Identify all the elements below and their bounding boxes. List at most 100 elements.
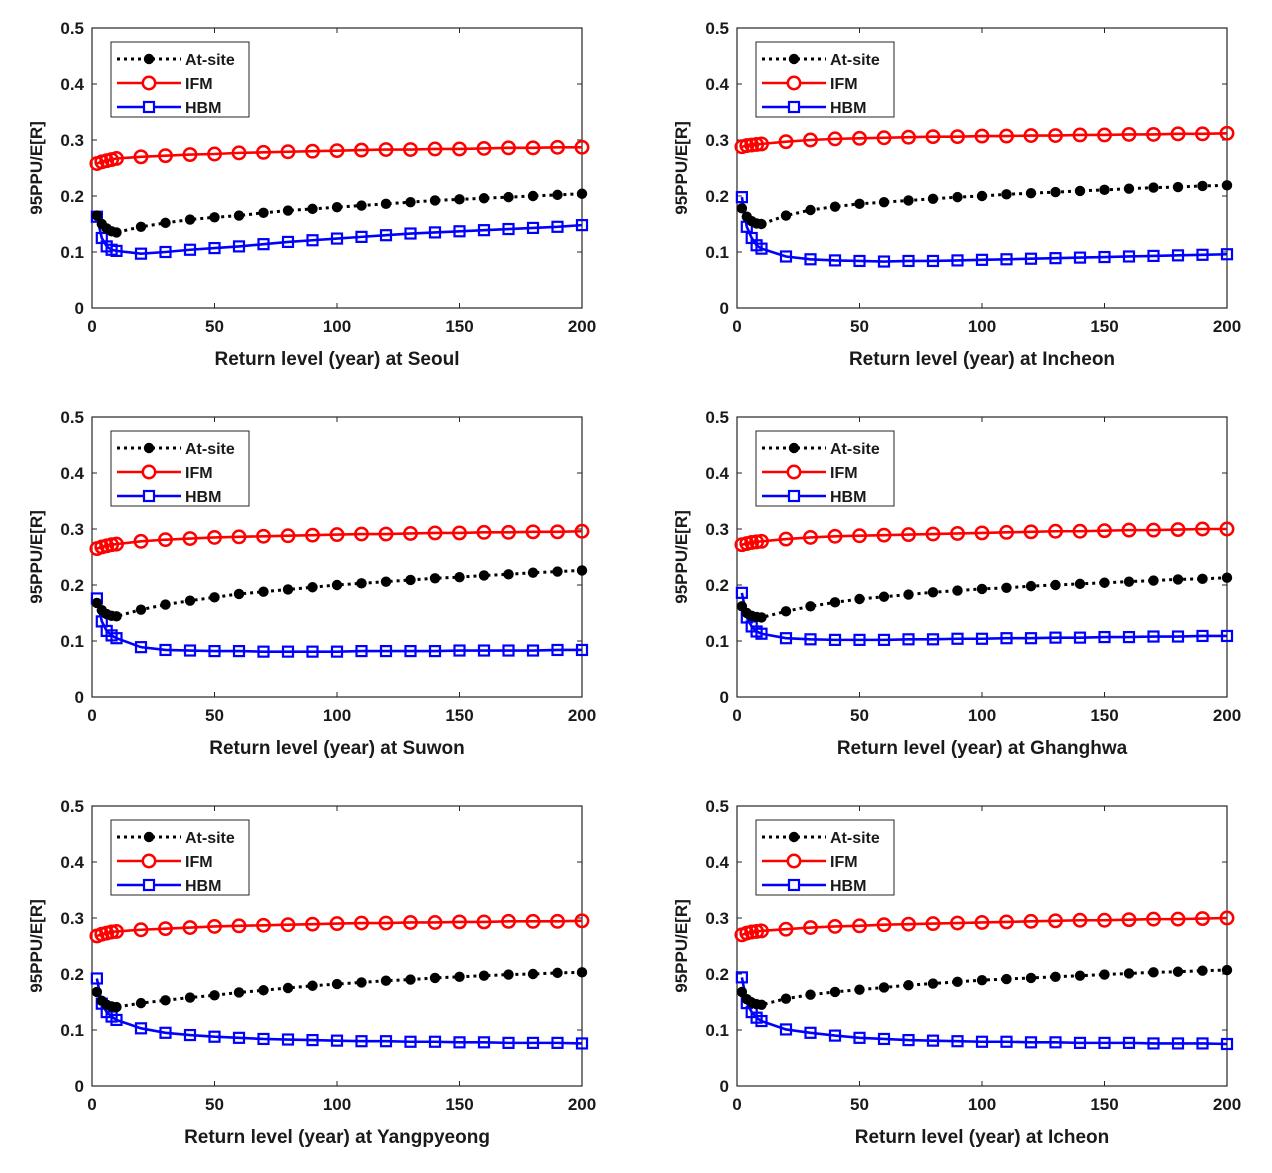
data-point-hbm: [828, 254, 842, 267]
data-point-ifm: [133, 533, 149, 549]
legend-marker-hbm: [787, 878, 801, 892]
data-point-hbm: [330, 1034, 344, 1047]
y-tick-label: 0.1: [705, 1021, 729, 1040]
data-point-ifm: [1072, 912, 1088, 928]
data-point-ifm: [525, 913, 541, 929]
data-point-at-site: [878, 591, 890, 602]
data-point-hbm: [526, 221, 540, 235]
data-point-hbm: [1073, 1036, 1087, 1049]
data-point-at-site: [454, 194, 465, 205]
series-line-ifm: [741, 131, 1228, 148]
x-tick-label: 150: [445, 317, 473, 336]
data-point-at-site: [854, 593, 865, 605]
series-line-ifm: [96, 919, 583, 938]
x-tick-label: 200: [568, 317, 596, 336]
data-point-at-site: [1001, 582, 1012, 593]
data-point-ifm: [852, 130, 867, 146]
y-tick-label: 0.3: [60, 131, 84, 150]
data-point-ifm: [476, 140, 492, 156]
data-point-ifm: [1146, 126, 1161, 142]
data-point-ifm: [256, 917, 271, 933]
data-point-at-site: [307, 582, 318, 593]
data-point-hbm: [1024, 632, 1038, 645]
data-point-at-site: [952, 976, 963, 988]
data-point-hbm: [428, 226, 442, 239]
data-point-at-site: [503, 569, 514, 580]
data-point-ifm: [207, 146, 222, 162]
data-point-at-site: [527, 567, 539, 578]
y-axis-label: 95PPU/E[R]: [27, 899, 46, 993]
data-point-at-site: [184, 992, 196, 1003]
data-point-hbm: [551, 643, 564, 657]
data-point-ifm: [476, 914, 492, 930]
x-axis-label-prefix: Return level (year) at: [215, 349, 408, 370]
data-point-ifm: [1170, 911, 1186, 927]
data-point-ifm: [280, 917, 296, 933]
data-point-ifm: [1048, 913, 1063, 929]
data-point-at-site: [478, 193, 490, 204]
y-axis-label: 95PPU/E[R]: [672, 121, 691, 215]
data-point-hbm: [281, 235, 295, 249]
data-point-hbm: [453, 644, 466, 657]
data-point-hbm: [902, 633, 915, 646]
series-ifm: [89, 913, 590, 944]
legend-marker-at-site: [143, 831, 155, 843]
legend-label-at-site: At-site: [185, 441, 235, 458]
data-point-ifm: [1170, 522, 1186, 538]
data-point-ifm: [827, 131, 843, 147]
y-tick-label: 0: [75, 1077, 84, 1096]
x-axis-label-prefix: Return level (year) at: [837, 738, 1030, 759]
data-point-at-site: [135, 997, 147, 1009]
data-point-at-site: [429, 972, 441, 984]
data-point-hbm: [110, 1013, 123, 1027]
data-point-at-site: [503, 969, 514, 980]
data-point-hbm: [779, 1023, 793, 1036]
x-tick-label: 150: [1090, 317, 1118, 336]
data-point-ifm: [1195, 521, 1210, 537]
data-point-at-site: [829, 597, 841, 608]
y-tick-label: 0.5: [705, 408, 729, 427]
legend-marker-hbm: [142, 489, 156, 503]
data-point-ifm: [378, 142, 394, 157]
series-hbm: [735, 586, 1234, 646]
data-point-ifm: [182, 531, 198, 546]
data-point-hbm: [257, 645, 270, 658]
legend-label-hbm: HBM: [185, 100, 221, 117]
legend-label-ifm: IFM: [830, 76, 858, 93]
data-point-at-site: [1074, 578, 1086, 590]
data-point-hbm: [755, 627, 768, 640]
data-point-at-site: [1074, 185, 1086, 197]
data-point-hbm: [110, 244, 123, 257]
x-tick-label: 50: [850, 706, 869, 725]
data-point-hbm: [779, 632, 793, 645]
y-tick-label: 0.3: [705, 520, 729, 539]
data-point-hbm: [502, 1036, 515, 1049]
data-point-at-site: [1197, 180, 1208, 192]
data-point-ifm: [256, 528, 271, 544]
data-point-ifm: [876, 527, 892, 543]
data-point-hbm: [526, 644, 540, 657]
data-point-ifm: [501, 524, 516, 540]
data-point-hbm: [159, 1026, 172, 1039]
data-point-ifm: [231, 529, 247, 545]
y-axis-label: 95PPU/E[R]: [27, 510, 46, 604]
data-point-hbm: [853, 254, 866, 268]
legend-label-ifm: IFM: [830, 465, 858, 482]
data-point-hbm: [575, 1037, 589, 1050]
data-point-ifm: [950, 915, 965, 931]
series-at-site: [736, 572, 1233, 623]
legend-label-ifm: IFM: [830, 854, 858, 871]
legend-label-hbm: HBM: [830, 489, 866, 506]
data-point-hbm: [232, 240, 246, 253]
x-tick-label: 150: [1090, 706, 1118, 725]
series-at-site: [736, 180, 1233, 230]
data-point-ifm: [754, 923, 769, 939]
data-point-at-site: [160, 217, 171, 229]
data-point-at-site: [952, 585, 963, 596]
data-point-hbm: [526, 1036, 540, 1049]
data-point-at-site: [756, 218, 767, 230]
data-point-hbm: [804, 253, 817, 266]
data-point-at-site: [878, 196, 890, 208]
data-point-hbm: [1122, 630, 1136, 644]
data-point-ifm: [1072, 523, 1088, 539]
